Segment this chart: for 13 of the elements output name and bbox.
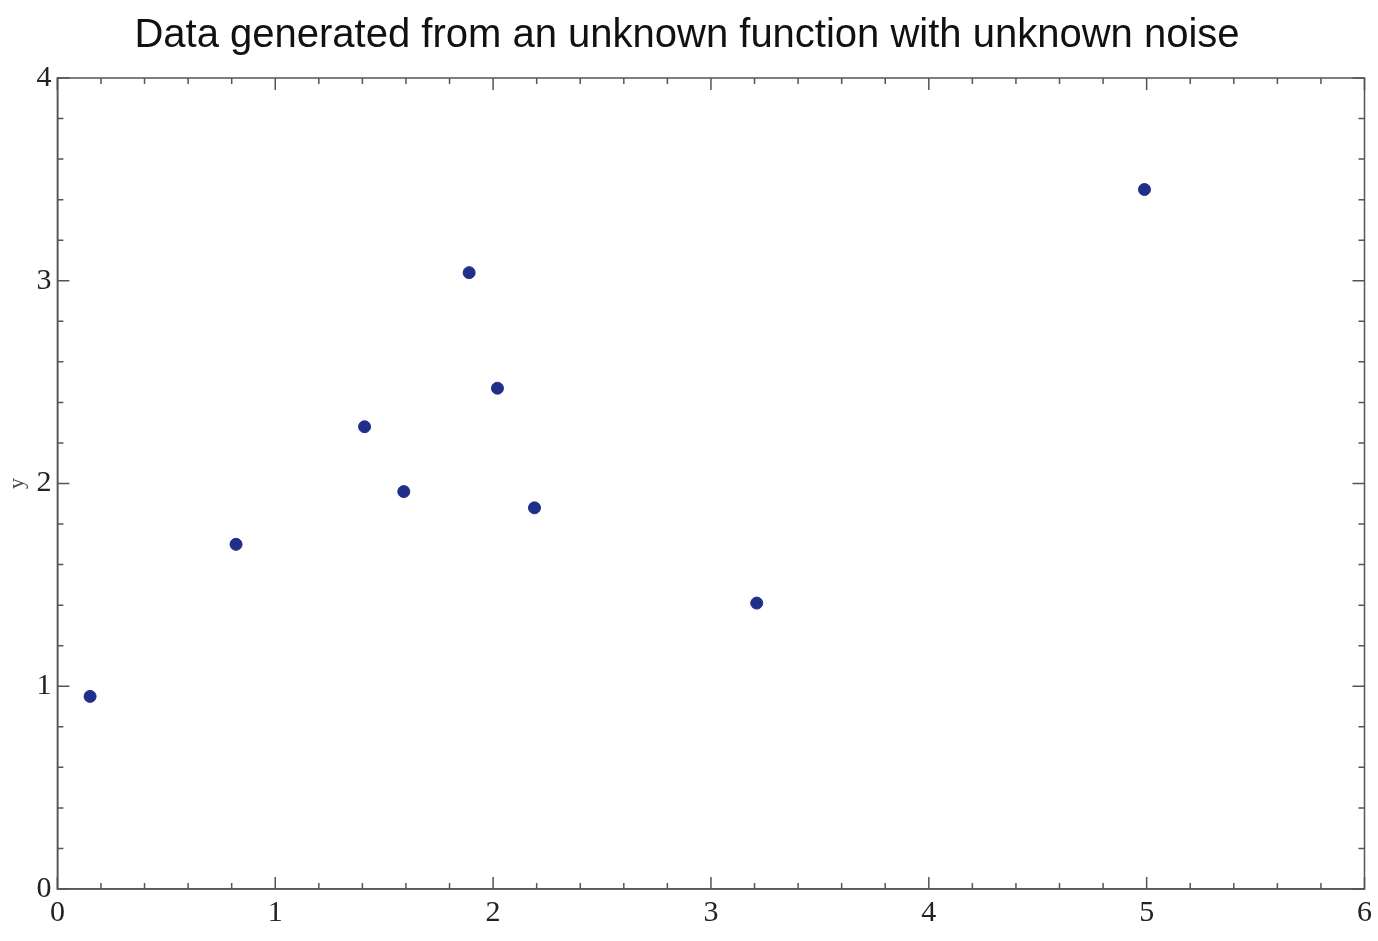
- y-tick-label: 1: [36, 667, 52, 701]
- y-tick-label: 2: [36, 464, 52, 498]
- x-tick-label: 6: [1357, 893, 1372, 927]
- x-tick-label: 2: [485, 893, 501, 927]
- y-axis-title: y: [2, 478, 28, 489]
- x-tick-label: 1: [267, 893, 283, 927]
- x-tick-label: 3: [703, 893, 719, 927]
- y-tick-label: 4: [36, 58, 52, 92]
- y-tick-label: 3: [36, 261, 52, 295]
- chart-title: Data generated from an unknown function with unknown noise: [134, 11, 1240, 56]
- y-tick-label: 0: [36, 869, 52, 903]
- x-tick-label: 4: [921, 893, 937, 927]
- x-tick-label: 5: [1139, 893, 1155, 927]
